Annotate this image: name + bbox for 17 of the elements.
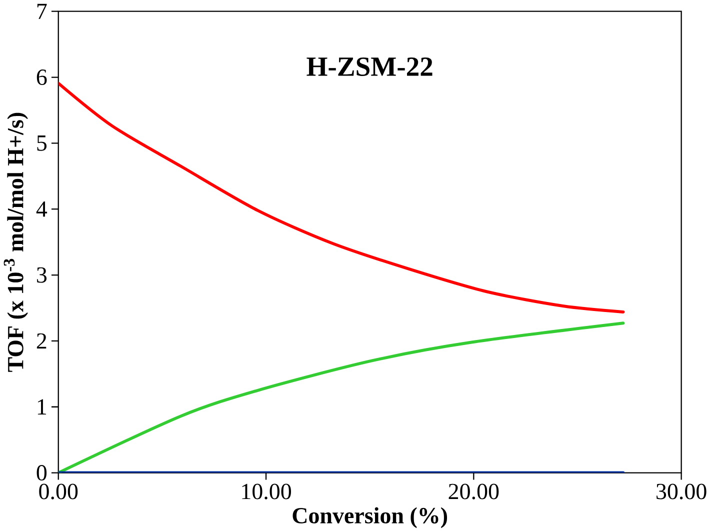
y-tick-label: 4: [36, 202, 48, 217]
y-tick-label: 2: [36, 333, 46, 349]
x-tick-label: 20.00: [448, 484, 499, 500]
y-axis-title: TOF (x 10$^{-3}$ mol/mol H+/s): [4, 112, 28, 372]
y-tick-label: 7: [37, 4, 47, 19]
y-tick-label: 3: [37, 267, 47, 283]
x-tick-label: 30.00: [656, 484, 706, 500]
x-axis-title: Conversion (%): [292, 507, 448, 528]
y-tick-label: 0: [36, 465, 47, 481]
y-tick-label: 6: [36, 70, 47, 86]
y-tick-label: 5: [37, 136, 47, 151]
x-tick-label: 10.00: [242, 484, 291, 500]
y-tick-label: 1: [38, 399, 46, 414]
annotation: H-ZSM-22: [306, 57, 432, 76]
line-series: [58, 82, 625, 314]
x-tick-label: 0.00: [39, 484, 78, 500]
line-series: [58, 322, 625, 473]
